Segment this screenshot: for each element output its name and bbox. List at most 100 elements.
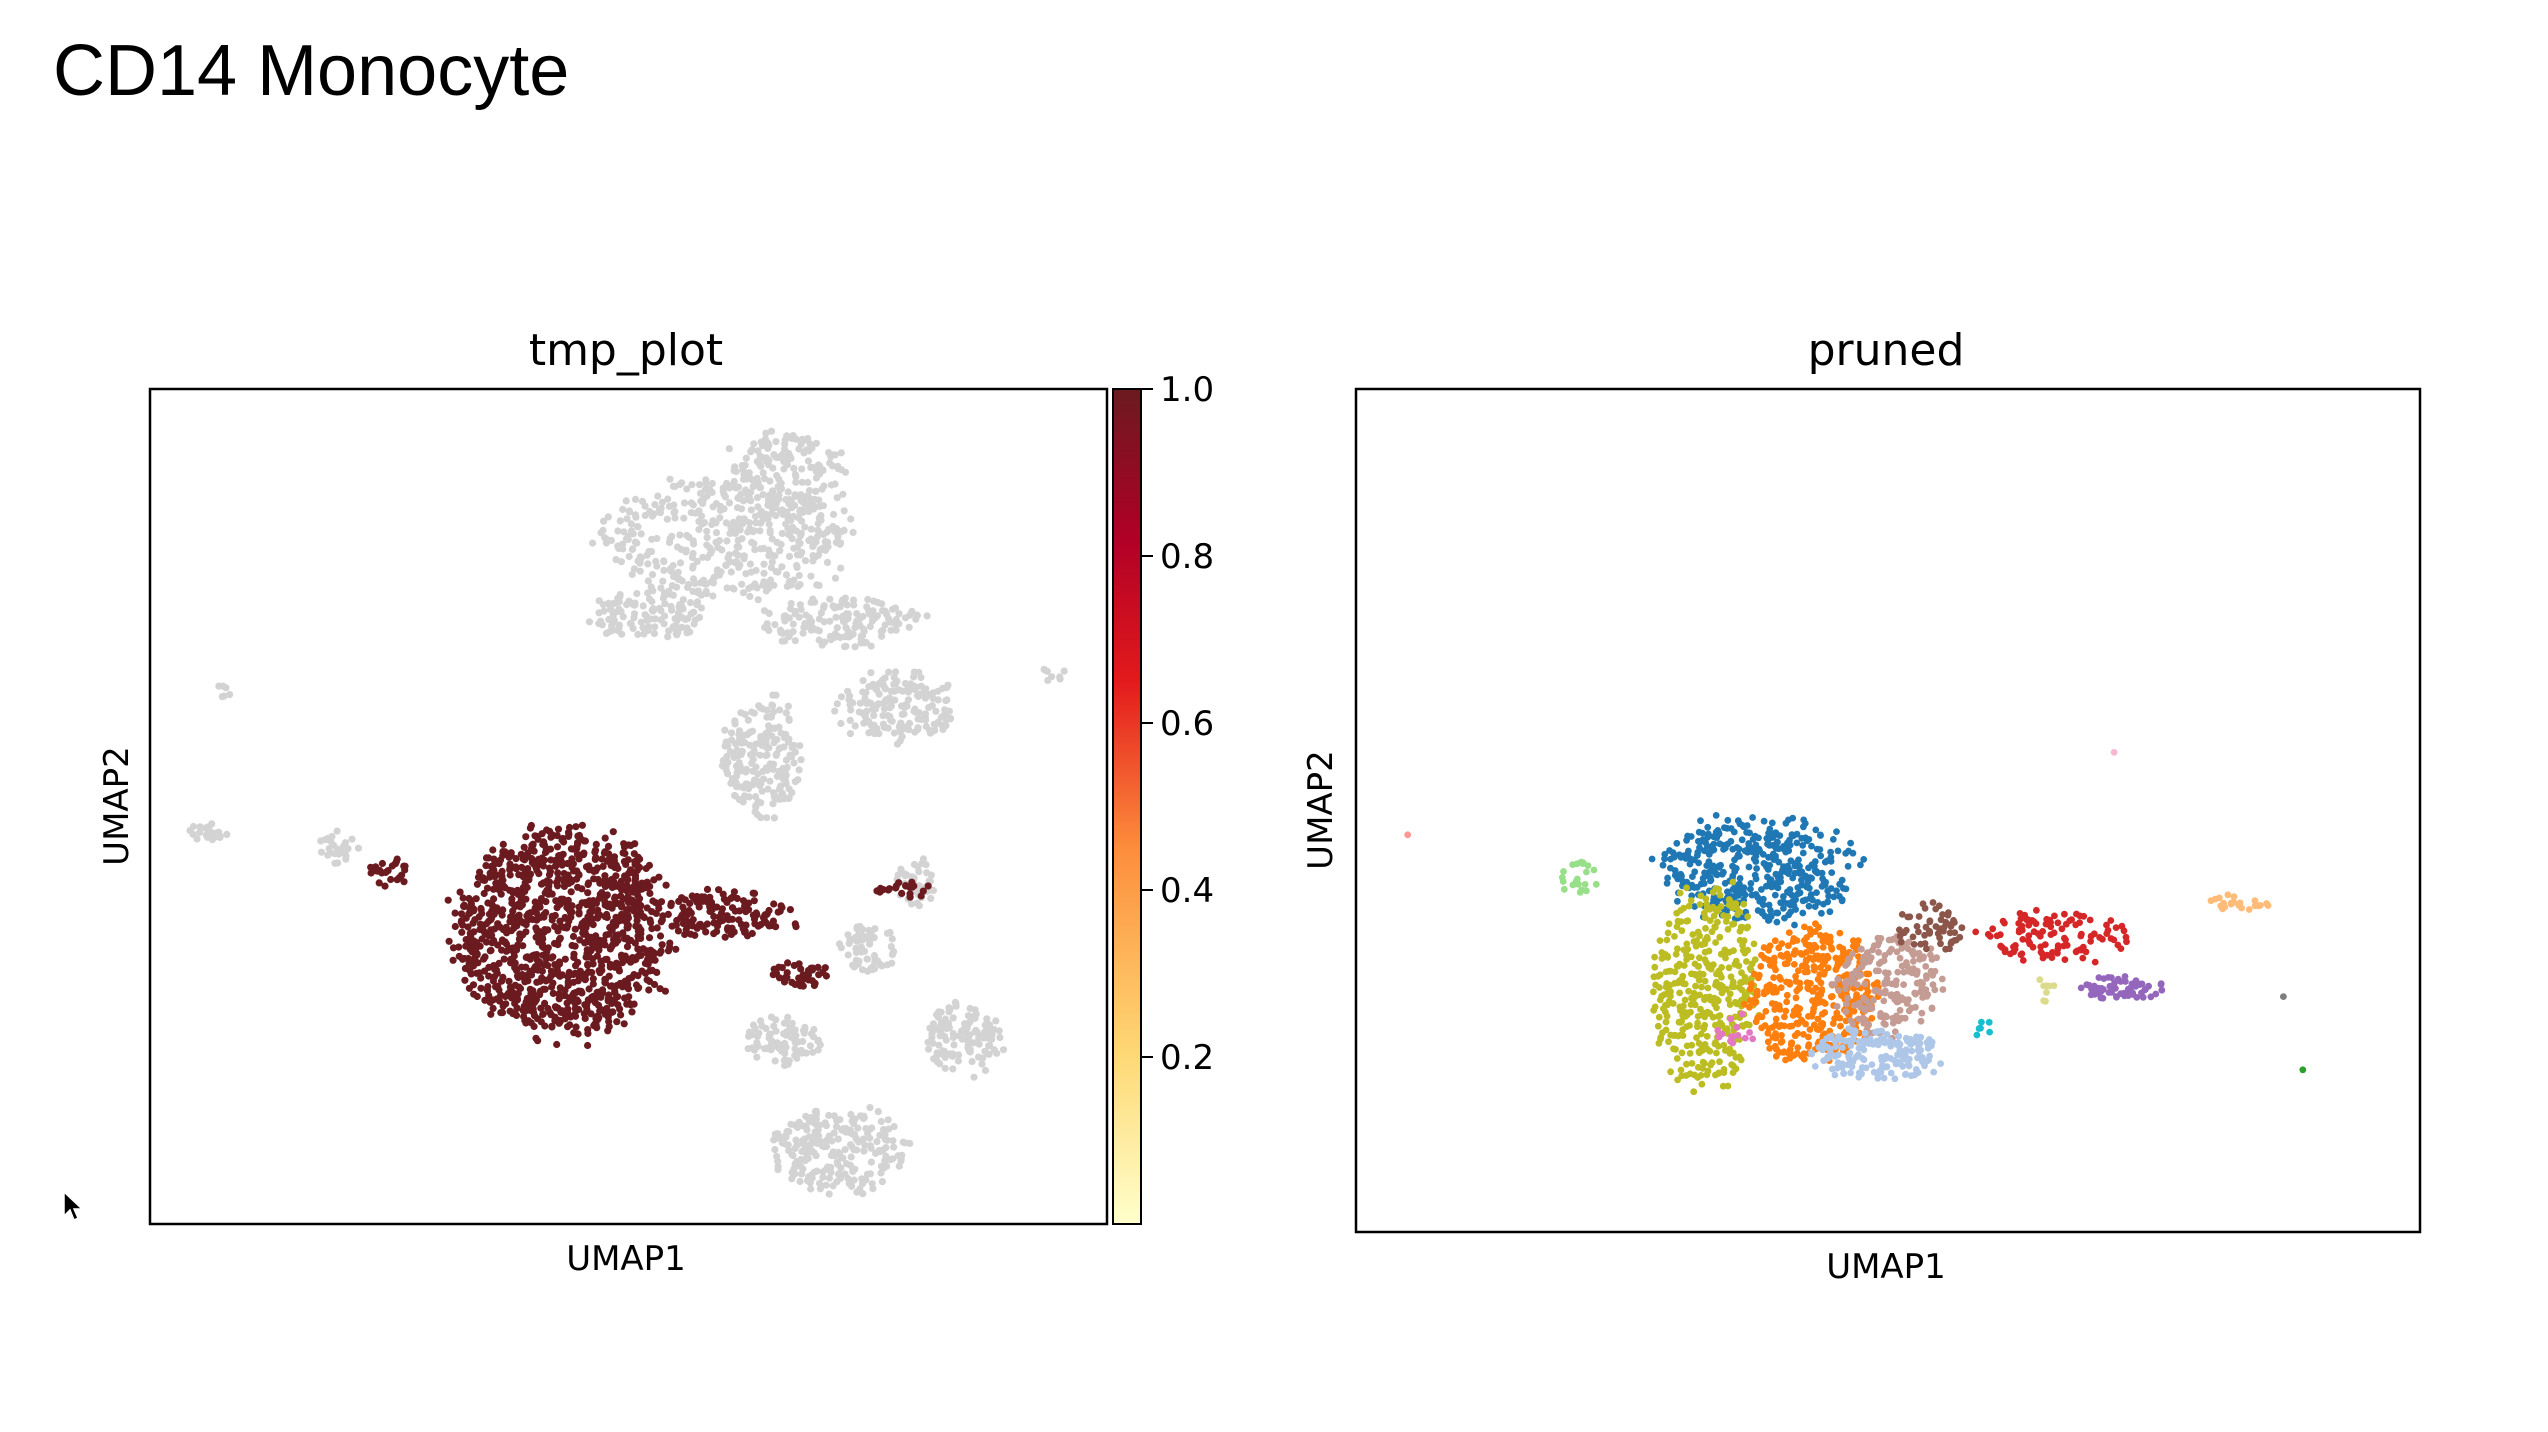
- scatter-point: [867, 642, 875, 650]
- scatter-point: [569, 932, 578, 941]
- scatter-point: [764, 785, 772, 793]
- scatter-point: [1921, 940, 1929, 947]
- scatter-point: [749, 911, 758, 919]
- scatter-point: [892, 882, 900, 890]
- scatter-point: [837, 719, 845, 728]
- scatter-point: [785, 552, 794, 561]
- scatter-point: [902, 882, 910, 890]
- scatter-point: [634, 884, 642, 892]
- scatter-point: [771, 1057, 779, 1065]
- scatter-point: [702, 587, 710, 596]
- scatter-point: [602, 629, 611, 638]
- scatter-point: [1718, 1022, 1725, 1030]
- scatter-point: [992, 1017, 1000, 1025]
- scatter-point: [1888, 991, 1895, 998]
- scatter-point: [1853, 991, 1860, 999]
- scatter-point: [717, 909, 726, 917]
- scatter-point: [589, 980, 597, 988]
- scatter-point: [1866, 1035, 1874, 1043]
- scatter-point: [715, 886, 723, 894]
- scatter-point: [499, 906, 507, 914]
- scatter-point: [941, 1053, 949, 1061]
- scatter-point: [603, 910, 611, 919]
- scatter-point: [1803, 934, 1811, 941]
- scatter-point: [1736, 852, 1743, 860]
- scatter-point: [624, 892, 632, 901]
- scatter-point: [601, 882, 610, 891]
- scatter-point: [834, 1170, 843, 1178]
- scatter-point: [807, 1185, 815, 1193]
- scatter-point: [859, 925, 867, 933]
- scatter-point: [1783, 991, 1791, 999]
- scatter-point: [2112, 924, 2120, 931]
- scatter-point: [734, 536, 742, 545]
- scatter-point: [725, 484, 734, 492]
- scatter-point: [660, 591, 668, 599]
- scatter-point: [486, 947, 494, 955]
- scatter-point: [678, 911, 686, 919]
- scatter-point: [193, 835, 201, 843]
- scatter-point: [1898, 962, 1906, 970]
- scatter-point: [723, 752, 731, 761]
- colorbar-ticks: 0.20.40.60.81.0: [1141, 370, 1214, 1078]
- scatter-point: [1908, 1047, 1916, 1055]
- scatter-point: [592, 840, 600, 849]
- scatter-point: [512, 865, 520, 873]
- scatter-point: [821, 638, 829, 646]
- scatter-point: [1559, 878, 1567, 885]
- scatter-point: [1714, 997, 1722, 1005]
- scatter-point: [726, 558, 734, 566]
- scatter-point: [560, 924, 568, 932]
- scatter-point: [777, 507, 785, 515]
- scatter-point: [625, 508, 634, 516]
- scatter-point: [1714, 827, 1722, 834]
- scatter-point: [739, 732, 747, 740]
- scatter-point: [680, 499, 689, 507]
- scatter-point: [555, 995, 563, 1003]
- scatter-point: [776, 907, 784, 915]
- scatter-point: [759, 491, 767, 499]
- scatter-point: [1835, 987, 1842, 994]
- scatter-point: [444, 896, 452, 904]
- scatter-point: [630, 565, 639, 573]
- scatter-point: [605, 1018, 613, 1026]
- scatter-point: [885, 885, 894, 893]
- scatter-point: [742, 908, 750, 916]
- scatter-point: [890, 948, 898, 956]
- scatter-point: [646, 889, 654, 898]
- scatter-point: [768, 535, 776, 543]
- scatter-point: [939, 725, 947, 734]
- scatter-point: [477, 984, 485, 992]
- scatter-point: [796, 1177, 804, 1186]
- scatter-point: [1811, 867, 1819, 875]
- scatter-point: [1832, 954, 1840, 962]
- scatter-point: [608, 982, 616, 990]
- scatter-point: [668, 532, 676, 540]
- scatter-point: [1926, 918, 1934, 926]
- scatter-point: [1800, 1031, 1807, 1038]
- scatter-point: [565, 823, 574, 832]
- scatter-point: [863, 707, 871, 715]
- scatter-point: [1746, 985, 1754, 993]
- scatter-point: [796, 532, 805, 540]
- scatter-point: [1723, 985, 1730, 993]
- scatter-point: [1898, 945, 1906, 952]
- scatter-point: [2051, 912, 2058, 920]
- scatter-point: [498, 911, 506, 919]
- scatter-point: [820, 602, 828, 610]
- scatter-point: [1791, 949, 1798, 957]
- scatter-point: [571, 925, 579, 933]
- scatter-point: [598, 855, 606, 863]
- scatter-point: [772, 923, 780, 931]
- scatter-point: [1681, 980, 1689, 988]
- scatter-point: [1718, 870, 1726, 878]
- scatter-point: [757, 737, 765, 745]
- scatter-point: [1579, 860, 1587, 867]
- scatter-point: [1768, 986, 1776, 994]
- scatter-point: [1651, 963, 1659, 971]
- scatter-point: [631, 860, 639, 869]
- scatter-point: [772, 751, 780, 760]
- scatter-point: [740, 515, 748, 523]
- scatter-point: [789, 620, 797, 628]
- scatter-point: [1786, 1046, 1794, 1054]
